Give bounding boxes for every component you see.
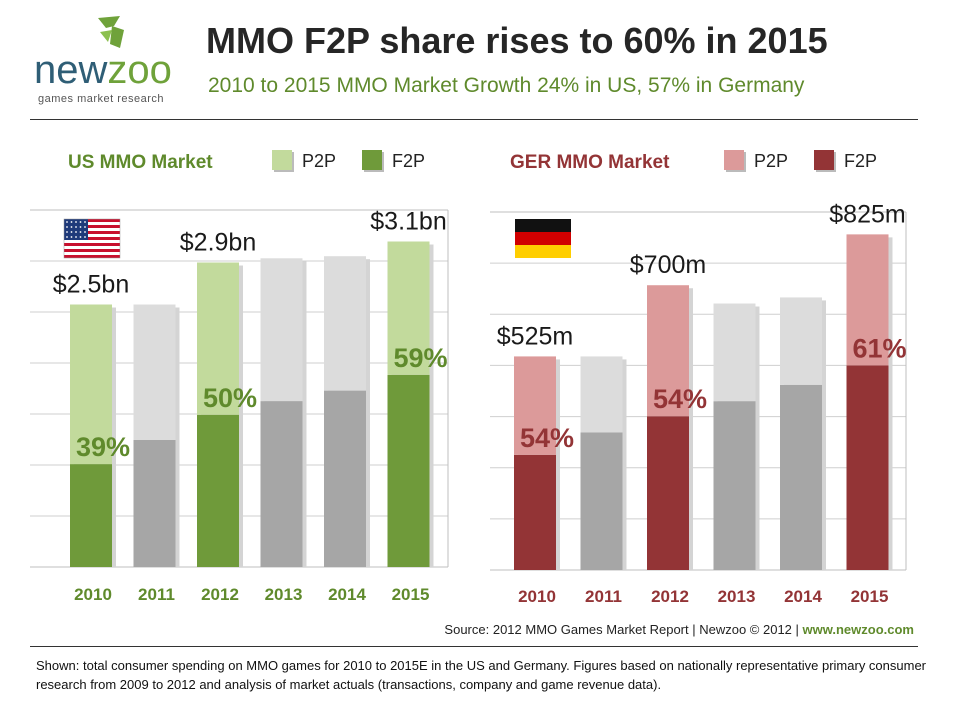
- us-bar-p2p-2014: [324, 256, 366, 391]
- us-legend-label-f2p: F2P: [392, 151, 425, 171]
- ger-legend-swatch-f2p: [814, 150, 834, 170]
- ger-legend-label-p2p: P2P: [754, 151, 788, 171]
- us-tick-label: 2010: [74, 585, 112, 604]
- us-total-label-2015: $3.1bn: [370, 208, 446, 236]
- us-chart-title: US MMO Market: [68, 152, 213, 173]
- us-chart: US MMO Market P2P F2P 2010 $2.5bn 39% 2011 2012…: [30, 150, 449, 604]
- ger-bar-p2p-2011: [580, 356, 623, 433]
- ger-share-label-2012: 54%: [653, 384, 707, 414]
- ger-bar-f2p-2015: [846, 365, 889, 570]
- ger-total-label-2010: $525m: [497, 322, 573, 350]
- ger-bar-f2p-2013: [713, 401, 756, 570]
- ger-legend-swatch-p2p: [724, 150, 744, 170]
- logo-word-new: new: [34, 48, 108, 92]
- us-share-label-2015: 59%: [393, 343, 447, 373]
- source-line: Source: 2012 MMO Games Market Report | N…: [444, 622, 914, 637]
- logo-tagline: games market research: [38, 93, 165, 105]
- ger-tick-label: 2010: [518, 587, 556, 606]
- page-subtitle: 2010 to 2015 MMO Market Growth 24% in US…: [208, 74, 805, 97]
- logo-word-zoo: zoo: [107, 48, 172, 92]
- us-legend-swatch-f2p: [362, 150, 382, 170]
- header-divider: [30, 119, 918, 120]
- us-bar-f2p-2014: [324, 390, 366, 567]
- ger-bar-p2p-2015: [846, 234, 889, 366]
- ger-bar-f2p-2014: [780, 384, 822, 570]
- us-tick-label: 2015: [392, 585, 430, 604]
- us-bar-p2p-2011: [133, 304, 176, 440]
- us-share-label-2012: 50%: [203, 383, 257, 413]
- logo-wordmark: newzoo: [34, 50, 172, 90]
- us-bar-f2p-2011: [133, 439, 176, 567]
- ger-total-label-2015: $825m: [829, 200, 905, 228]
- ger-chart-title: GER MMO Market: [510, 152, 670, 173]
- us-share-label-2010: 39%: [76, 432, 130, 462]
- ger-total-label-2012: $700m: [630, 251, 706, 279]
- us-total-label-2010: $2.5bn: [53, 271, 129, 299]
- newzoo-logo: newzoo games market research: [28, 14, 198, 106]
- us-bar-f2p-2012: [197, 414, 239, 567]
- ger-chart: GER MMO Market P2P F2P 2010 $525m 54% 2011 2012…: [490, 150, 907, 606]
- us-bar-f2p-2010: [70, 464, 112, 567]
- us-bar-p2p-2012: [197, 262, 239, 415]
- ger-bar-p2p-2012: [647, 285, 689, 417]
- us-tick-label: 2014: [328, 585, 366, 604]
- us-bar-p2p-2010: [70, 304, 112, 465]
- ger-bar-p2p-2014: [780, 297, 822, 385]
- ger-tick-label: 2015: [851, 587, 889, 606]
- source-link[interactable]: www.newzoo.com: [802, 622, 914, 637]
- page-title: MMO F2P share rises to 60% in 2015: [206, 20, 828, 61]
- ger-tick-label: 2012: [651, 587, 689, 606]
- newzoo-logo-mark-icon: [98, 16, 124, 48]
- us-bar-f2p-2015: [387, 374, 430, 567]
- ger-bar-p2p-2013: [713, 303, 756, 402]
- ger-tick-label: 2013: [718, 587, 756, 606]
- ger-share-label-2010: 54%: [520, 423, 574, 453]
- ger-bar-f2p-2011: [580, 432, 623, 570]
- ger-bar-f2p-2010: [514, 454, 556, 570]
- germany-flag-icon: [515, 219, 571, 258]
- us-flag-icon: [63, 218, 121, 259]
- us-legend-label-p2p: P2P: [302, 151, 336, 171]
- ger-bar-p2p-2010: [514, 356, 556, 455]
- ger-tick-label: 2014: [784, 587, 822, 606]
- footnote: Shown: total consumer spending on MMO ga…: [36, 658, 927, 692]
- ger-legend-label-f2p: F2P: [844, 151, 877, 171]
- us-total-label-2012: $2.9bn: [180, 229, 256, 257]
- us-tick-label: 2012: [201, 585, 239, 604]
- ger-tick-label: 2011: [585, 587, 622, 606]
- us-tick-label: 2013: [265, 585, 303, 604]
- us-bar-f2p-2013: [260, 401, 303, 567]
- us-legend-swatch-p2p: [272, 150, 292, 170]
- footer-divider: [30, 646, 918, 647]
- us-bar-p2p-2015: [387, 241, 430, 375]
- ger-bar-f2p-2012: [647, 416, 689, 570]
- us-bar-p2p-2013: [260, 258, 303, 402]
- us-tick-label: 2011: [138, 585, 175, 604]
- ger-share-label-2015: 61%: [852, 333, 906, 363]
- source-text: Source: 2012 MMO Games Market Report | N…: [444, 622, 803, 637]
